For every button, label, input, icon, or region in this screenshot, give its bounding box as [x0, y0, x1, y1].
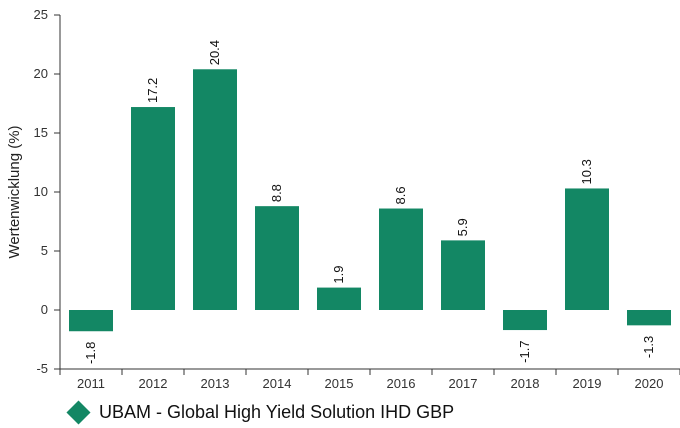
- data-label: -1.3: [641, 336, 656, 358]
- legend-label: UBAM - Global High Yield Solution IHD GB…: [99, 402, 455, 422]
- y-axis-title: Wertenwicklung (%): [6, 125, 23, 258]
- x-tick-label: 2011: [77, 376, 105, 391]
- data-labels: -1.8 17.2 20.4 8.8 1.9 8.6 5.9 -1.7 10.3 -1.3: [83, 40, 656, 364]
- x-tick-label: 2018: [511, 376, 540, 391]
- bar: [317, 287, 361, 310]
- bar: [565, 188, 609, 310]
- x-tick-label: 2016: [387, 376, 416, 391]
- x-tick-label: 2019: [573, 376, 602, 391]
- bar: [193, 69, 237, 310]
- y-tick-label: 15: [34, 125, 48, 140]
- data-label: 1.9: [331, 266, 346, 284]
- y-tick-label: 10: [34, 184, 48, 199]
- bar: [627, 310, 671, 326]
- y-tick-label: 5: [41, 243, 48, 258]
- y-tick-label: 20: [34, 66, 48, 81]
- bar: [255, 206, 299, 310]
- bar: [441, 240, 485, 310]
- x-tick-label: 2013: [201, 376, 230, 391]
- x-tick-label: 2017: [449, 376, 478, 391]
- y-tick-label: 0: [41, 302, 48, 317]
- data-label: -1.7: [517, 340, 532, 362]
- y-tick-label: 25: [34, 7, 48, 22]
- legend[interactable]: UBAM - Global High Yield Solution IHD GB…: [66, 400, 455, 425]
- x-axis: 2011 2012 2013 2014 2015 2016 2017 2018 2019 2020: [59, 368, 680, 391]
- legend-marker-icon: [66, 400, 91, 425]
- x-tick-label: 2020: [635, 376, 664, 391]
- data-label: 8.6: [393, 186, 408, 204]
- x-tick-label: 2014: [263, 376, 292, 391]
- bar: [131, 107, 175, 310]
- y-axis: -5 0 5 10 15 20 25: [34, 7, 61, 376]
- data-label: 5.9: [455, 218, 470, 236]
- y-tick-label: -5: [36, 361, 48, 376]
- bar: [379, 208, 423, 310]
- x-tick-label: 2012: [139, 376, 168, 391]
- data-label: 8.8: [269, 184, 284, 202]
- data-label: -1.8: [83, 342, 98, 364]
- x-tick-label: 2015: [325, 376, 354, 391]
- bar: [69, 310, 113, 332]
- bar: [503, 310, 547, 331]
- data-label: 10.3: [579, 159, 594, 184]
- data-label: 17.2: [145, 78, 160, 103]
- bar-series: [69, 69, 671, 332]
- data-label: 20.4: [207, 40, 222, 65]
